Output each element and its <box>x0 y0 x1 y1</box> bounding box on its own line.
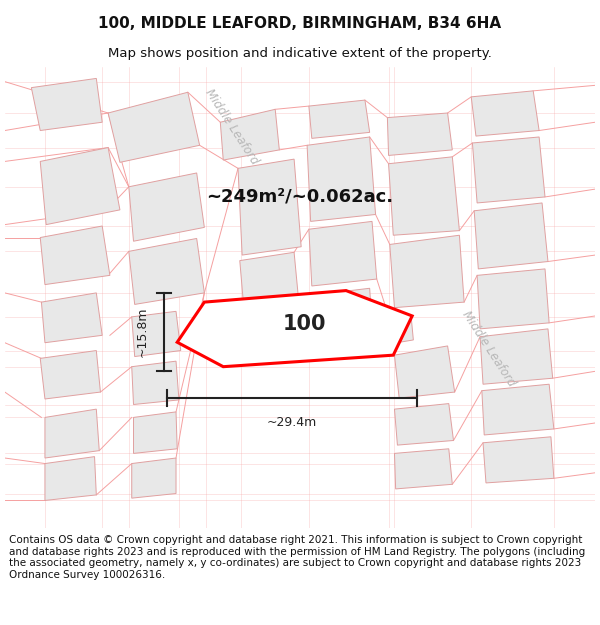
Polygon shape <box>132 311 181 356</box>
Polygon shape <box>40 226 110 284</box>
Polygon shape <box>480 329 553 384</box>
Polygon shape <box>220 109 280 160</box>
Polygon shape <box>31 78 102 131</box>
Text: Map shows position and indicative extent of the property.: Map shows position and indicative extent… <box>108 48 492 60</box>
Text: Middle Leaford: Middle Leaford <box>203 87 262 167</box>
Text: ~15.8m: ~15.8m <box>135 307 148 358</box>
Polygon shape <box>307 137 376 221</box>
Polygon shape <box>108 92 200 162</box>
Polygon shape <box>483 437 554 483</box>
Polygon shape <box>132 361 179 404</box>
Polygon shape <box>45 457 97 501</box>
Polygon shape <box>309 100 370 138</box>
Polygon shape <box>390 315 413 344</box>
Polygon shape <box>394 346 455 398</box>
Polygon shape <box>389 157 460 235</box>
Text: ~249m²/~0.062ac.: ~249m²/~0.062ac. <box>206 187 394 205</box>
Polygon shape <box>134 412 177 453</box>
Polygon shape <box>388 113 452 156</box>
Polygon shape <box>129 239 205 304</box>
Polygon shape <box>45 409 99 458</box>
Polygon shape <box>474 203 548 269</box>
Polygon shape <box>309 221 377 286</box>
Text: Middle Leaford: Middle Leaford <box>460 308 518 388</box>
Polygon shape <box>394 404 454 445</box>
Polygon shape <box>41 293 102 343</box>
Polygon shape <box>132 458 176 498</box>
Polygon shape <box>40 351 100 399</box>
Polygon shape <box>40 148 120 224</box>
Polygon shape <box>129 173 205 241</box>
Text: ~29.4m: ~29.4m <box>267 416 317 429</box>
Polygon shape <box>477 269 549 329</box>
Text: 100, MIDDLE LEAFORD, BIRMINGHAM, B34 6HA: 100, MIDDLE LEAFORD, BIRMINGHAM, B34 6HA <box>98 16 502 31</box>
Polygon shape <box>482 384 554 435</box>
Text: Contains OS data © Crown copyright and database right 2021. This information is : Contains OS data © Crown copyright and d… <box>9 535 585 580</box>
Text: 100: 100 <box>283 314 326 334</box>
Polygon shape <box>177 291 412 367</box>
Polygon shape <box>238 159 301 255</box>
Polygon shape <box>312 288 372 331</box>
Polygon shape <box>240 253 299 309</box>
Polygon shape <box>390 235 464 308</box>
Polygon shape <box>472 137 545 203</box>
Polygon shape <box>394 449 452 489</box>
Polygon shape <box>471 91 539 136</box>
